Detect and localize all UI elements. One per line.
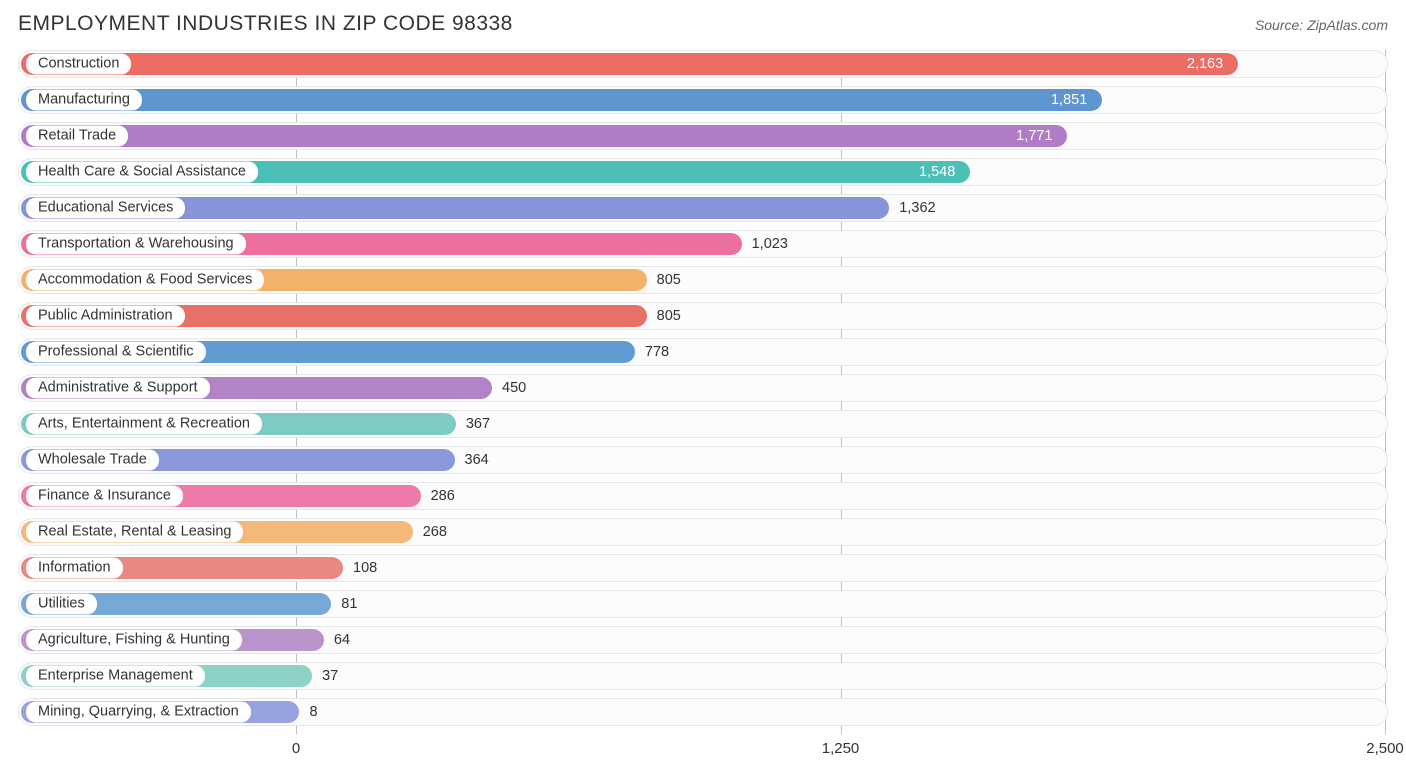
bar-value: 108 <box>353 560 377 576</box>
chart-header: EMPLOYMENT INDUSTRIES IN ZIP CODE 98338 … <box>18 12 1388 36</box>
bar-row: Retail Trade1,771 <box>18 122 1388 150</box>
bar-row: Manufacturing1,851 <box>18 86 1388 114</box>
bar-value: 81 <box>341 596 357 612</box>
bar-value: 805 <box>657 272 681 288</box>
x-axis: 01,2502,500 <box>18 734 1388 764</box>
bar-value: 778 <box>645 344 669 360</box>
bar-value: 805 <box>657 308 681 324</box>
bar-value: 1,023 <box>752 236 788 252</box>
bar-value: 367 <box>466 416 490 432</box>
bar-value: 1,362 <box>899 200 935 216</box>
bar-label: Public Administration <box>26 306 185 327</box>
bar-label: Information <box>26 558 123 579</box>
bar-row: Mining, Quarrying, & Extraction 8 <box>18 698 1388 726</box>
bar-row: Professional & Scientific 778 <box>18 338 1388 366</box>
bar-label: Transportation & Warehousing <box>26 234 246 255</box>
bar-row: Finance & Insurance 286 <box>18 482 1388 510</box>
bar-row: Accommodation & Food Services 805 <box>18 266 1388 294</box>
bar-label: Arts, Entertainment & Recreation <box>26 414 262 435</box>
bar-label: Wholesale Trade <box>26 450 159 471</box>
bar-label: Real Estate, Rental & Leasing <box>26 522 243 543</box>
bar-row: Public Administration 805 <box>18 302 1388 330</box>
bar-label: Finance & Insurance <box>26 486 183 507</box>
chart-area: Construction2,163 Manufacturing1,851 Retai… <box>18 50 1388 764</box>
bar-value: 364 <box>465 452 489 468</box>
axis-tick-label: 1,250 <box>822 740 860 757</box>
bar-value: 2,163 <box>21 56 1238 72</box>
bar-label: Accommodation & Food Services <box>26 270 264 291</box>
bar-value: 450 <box>502 380 526 396</box>
bar-row: Wholesale Trade 364 <box>18 446 1388 474</box>
bar-label: Utilities <box>26 594 97 615</box>
axis-tick-label: 2,500 <box>1366 740 1404 757</box>
bar-row: Agriculture, Fishing & Hunting 64 <box>18 626 1388 654</box>
bar-row: Information 108 <box>18 554 1388 582</box>
bar-value: 37 <box>322 668 338 684</box>
chart-source: Source: ZipAtlas.com <box>1255 17 1388 33</box>
bar-value: 1,771 <box>21 128 1067 144</box>
bar-row: Real Estate, Rental & Leasing 268 <box>18 518 1388 546</box>
chart-title: EMPLOYMENT INDUSTRIES IN ZIP CODE 98338 <box>18 12 513 36</box>
bar-label: Agriculture, Fishing & Hunting <box>26 630 242 651</box>
bar-label: Educational Services <box>26 198 185 219</box>
bar-label: Enterprise Management <box>26 666 205 687</box>
bar-row: Enterprise Management 37 <box>18 662 1388 690</box>
bar-label: Mining, Quarrying, & Extraction <box>26 702 251 723</box>
bar-row: Educational Services 1,362 <box>18 194 1388 222</box>
bar-row: Transportation & Warehousing 1,023 <box>18 230 1388 258</box>
bar-row: Health Care & Social Assistance1,548 <box>18 158 1388 186</box>
bar-value: 1,548 <box>21 164 970 180</box>
bar-row: Arts, Entertainment & Recreation 367 <box>18 410 1388 438</box>
bar-label: Professional & Scientific <box>26 342 206 363</box>
bar-label: Administrative & Support <box>26 378 210 399</box>
bar-row: Construction2,163 <box>18 50 1388 78</box>
bar-value: 8 <box>309 704 317 720</box>
bar-value: 268 <box>423 524 447 540</box>
bar-value: 286 <box>431 488 455 504</box>
bar-row: Utilities 81 <box>18 590 1388 618</box>
bar-value: 1,851 <box>21 92 1102 108</box>
bar-value: 64 <box>334 632 350 648</box>
axis-tick-label: 0 <box>292 740 300 757</box>
bar-row: Administrative & Support 450 <box>18 374 1388 402</box>
